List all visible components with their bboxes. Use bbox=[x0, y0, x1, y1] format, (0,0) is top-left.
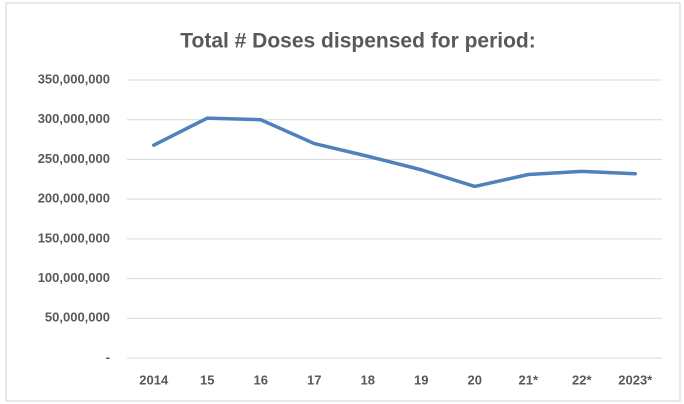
chart-title: Total # Doses dispensed for period: bbox=[180, 30, 536, 53]
chart-border bbox=[5, 2, 681, 402]
x-tick-label: 22* bbox=[572, 372, 592, 387]
y-tick-label: 300,000,000 bbox=[38, 111, 110, 126]
y-tick-label: 350,000,000 bbox=[38, 71, 110, 86]
x-tick-label: 19 bbox=[414, 372, 428, 387]
x-tick-label: 21* bbox=[518, 372, 538, 387]
x-tick-label: 20 bbox=[468, 372, 482, 387]
x-tick-label: 2014 bbox=[139, 372, 169, 387]
y-tick-label: 200,000,000 bbox=[38, 191, 110, 206]
series-line bbox=[152, 116, 637, 189]
x-tick-label: 16 bbox=[254, 372, 268, 387]
y-tick-label: - bbox=[106, 349, 110, 364]
y-tick-label: 50,000,000 bbox=[45, 310, 110, 325]
x-tick-label: 2023* bbox=[618, 372, 653, 387]
x-tick-label: 18 bbox=[361, 372, 375, 387]
y-tick-label: 250,000,000 bbox=[38, 151, 110, 166]
y-tick-label: 150,000,000 bbox=[38, 230, 110, 245]
y-tick-label: 100,000,000 bbox=[38, 270, 110, 285]
x-tick-label: 17 bbox=[307, 372, 321, 387]
x-tick-label: 15 bbox=[200, 372, 214, 387]
